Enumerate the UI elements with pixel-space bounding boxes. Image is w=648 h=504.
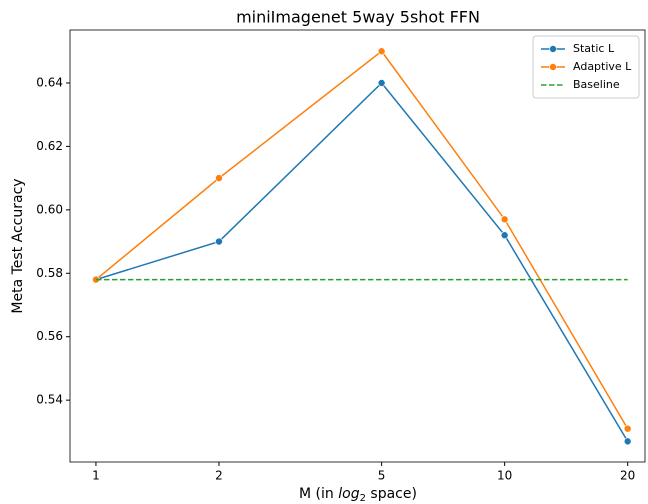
- series-line: [95, 50, 629, 430]
- x-label-part: 2: [360, 493, 366, 504]
- y-tick-label: 0.58: [36, 266, 63, 280]
- x-axis-label: M (in log2 space): [299, 486, 417, 504]
- x-tick-label: 2: [215, 469, 223, 483]
- y-tick-label: 0.62: [36, 139, 63, 153]
- x-tick-label: 1: [92, 469, 100, 483]
- point: [377, 47, 386, 56]
- legend-label: Baseline: [573, 78, 620, 91]
- x-label-part: space): [366, 486, 417, 502]
- x-tick-label: 5: [378, 469, 386, 483]
- point: [500, 215, 509, 224]
- x-tick-label: 20: [620, 469, 635, 483]
- legend-label: Adaptive L: [573, 60, 632, 73]
- y-tick-label: 0.54: [36, 393, 63, 407]
- chart-title: miniImagenet 5way 5shot FFN: [236, 8, 480, 27]
- legend-marker: [549, 63, 557, 71]
- y-tick-label: 0.64: [36, 75, 63, 89]
- plot-frame: [69, 29, 646, 463]
- point: [500, 231, 509, 240]
- legend-label: Static L: [573, 42, 615, 55]
- legend-box: [532, 35, 640, 99]
- x-label-part: log: [338, 486, 359, 502]
- x-label-part: M (in: [299, 486, 338, 502]
- legend-marker: [549, 45, 557, 53]
- point: [215, 174, 223, 182]
- y-axis-label: Meta Test Accuracy: [10, 178, 26, 313]
- point: [215, 237, 223, 246]
- y-tick-label: 0.56: [36, 329, 63, 343]
- x-tick-label: 10: [497, 469, 512, 483]
- series-line: [95, 81, 629, 442]
- point: [623, 437, 632, 446]
- point: [377, 79, 386, 87]
- y-tick-label: 0.60: [36, 202, 63, 216]
- point: [623, 424, 632, 433]
